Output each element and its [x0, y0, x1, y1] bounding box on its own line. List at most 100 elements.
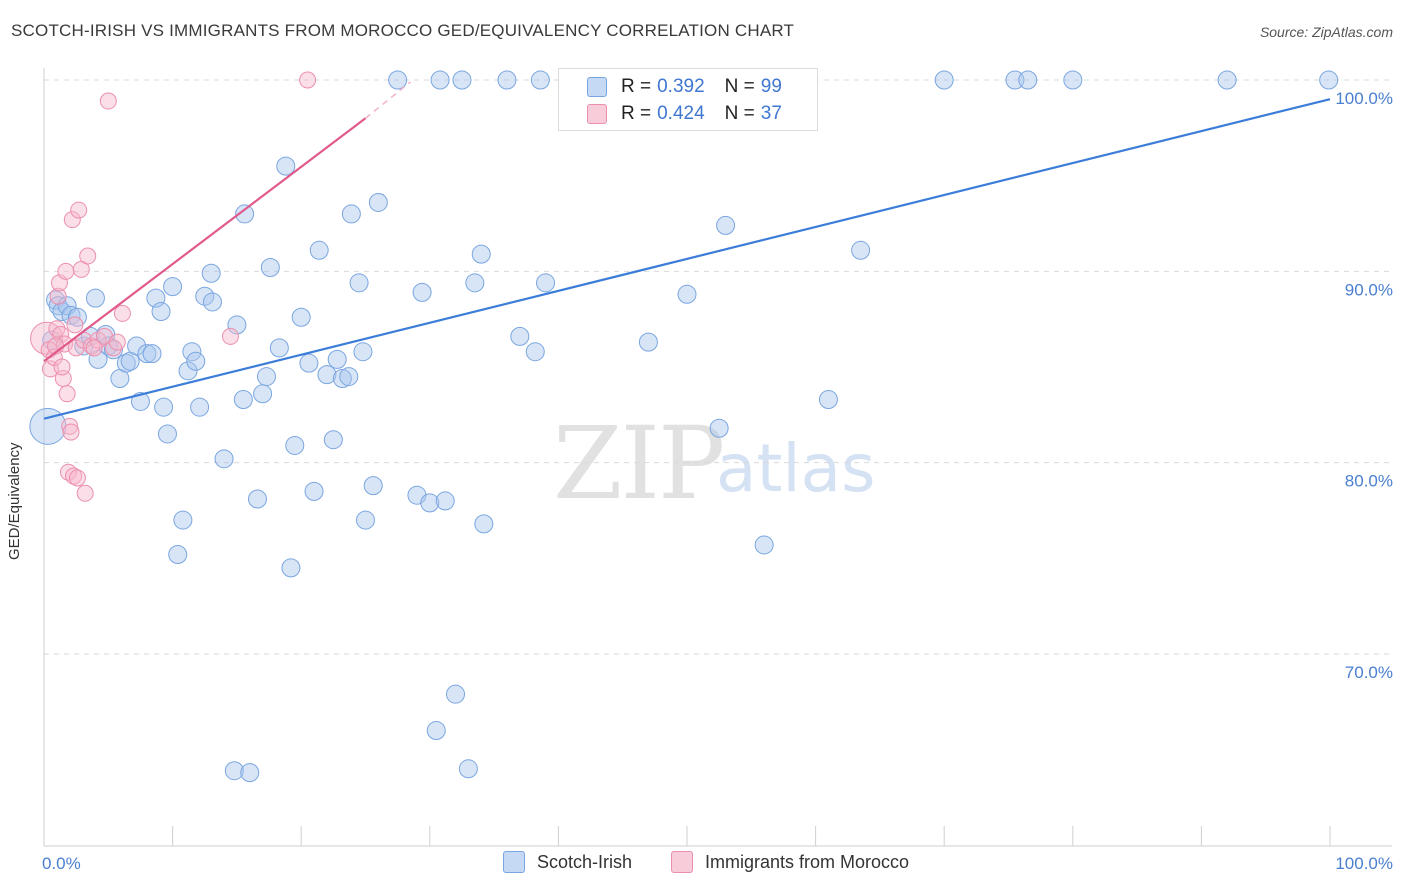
point-scotch-irish	[151, 302, 171, 322]
legend-n-label: N =	[724, 76, 755, 97]
y-tick-label: 90.0%	[1345, 280, 1393, 299]
watermark-atlas: atlas	[716, 430, 876, 507]
point-scotch-irish	[327, 349, 347, 369]
y-tick-label: 80.0%	[1345, 472, 1393, 491]
point-scotch-irish	[1063, 70, 1083, 90]
point-morocco	[57, 262, 75, 280]
point-scotch-irish	[332, 368, 352, 388]
chart-title: SCOTCH-IRISH VS IMMIGRANTS FROM MOROCCO …	[11, 21, 795, 40]
point-scotch-irish	[716, 215, 736, 235]
grid-lines	[44, 79, 1392, 655]
point-morocco	[61, 417, 79, 435]
point-scotch-irish	[497, 70, 517, 90]
point-scotch-irish	[157, 424, 177, 444]
point-morocco	[53, 358, 71, 376]
point-scotch-irish	[356, 510, 375, 530]
point-scotch-irish	[474, 514, 494, 534]
tick-labels: 70.0% 80.0% 90.0% 100.0% 0.0% 100.0%	[42, 89, 1393, 873]
legend-r-value: 0.392	[657, 76, 705, 97]
point-scotch-irish	[465, 273, 485, 293]
point-scotch-irish	[253, 384, 273, 404]
point-morocco	[76, 484, 94, 502]
point-scotch-irish	[341, 204, 361, 224]
point-scotch-irish	[178, 361, 198, 381]
point-scotch-irish	[291, 307, 311, 327]
legend-label-morocco: Immigrants from Morocco	[705, 851, 910, 872]
legend-label-scotch-irish: Scotch-Irish	[537, 851, 633, 872]
point-scotch-irish	[452, 70, 472, 90]
point-scotch-irish	[201, 263, 221, 283]
point-scotch-irish	[195, 286, 215, 306]
point-scotch-irish	[269, 338, 289, 358]
point-scotch-irish	[426, 721, 446, 741]
point-scotch-irish	[173, 510, 193, 530]
legend-n-value: 37	[760, 103, 782, 124]
point-scotch-irish	[299, 353, 319, 373]
trend-lines	[43, 81, 1331, 420]
point-scotch-irish	[281, 558, 301, 578]
point-scotch-irish	[851, 240, 871, 260]
point-scotch-irish	[1018, 70, 1038, 90]
point-morocco	[70, 201, 88, 219]
point-scotch-irish	[536, 273, 556, 293]
point-scotch-irish	[304, 481, 324, 501]
point-morocco	[299, 71, 317, 89]
point-scotch-irish	[182, 342, 202, 362]
point-morocco	[66, 316, 84, 334]
point-scotch-irish	[235, 204, 255, 224]
point-morocco	[63, 211, 81, 229]
point-scotch-irish	[224, 761, 244, 781]
point-scotch-irish	[256, 367, 276, 387]
point-scotch-irish	[530, 70, 550, 90]
legend-swatch-pink	[587, 104, 607, 124]
x-tick-label-min: 0.0%	[42, 854, 81, 873]
point-scotch-irish	[202, 292, 222, 312]
point-scotch-irish	[142, 344, 162, 364]
point-morocco	[79, 247, 97, 265]
legend-item-morocco[interactable]: Immigrants from Morocco	[671, 851, 909, 873]
trend-line-morocco	[43, 117, 367, 363]
legend-item-scotch-irish[interactable]: Scotch-Irish	[503, 851, 632, 873]
legend-r-label: R =	[621, 76, 652, 97]
legend-row-morocco: R = 0.424 N = 37	[559, 101, 782, 127]
point-scotch-irish	[412, 282, 432, 302]
point-morocco	[113, 304, 131, 322]
point-scotch-irish	[137, 344, 157, 364]
trend-line-morocco-extension	[365, 81, 411, 119]
legend-n-value: 99	[760, 76, 782, 97]
series-immigrants-from-morocco	[30, 71, 317, 502]
point-scotch-irish	[276, 156, 296, 176]
trend-line-scotch-irish	[43, 98, 1331, 420]
legend-r-label: R =	[621, 103, 652, 124]
point-morocco	[58, 385, 76, 403]
point-scotch-irish	[214, 449, 234, 469]
x-tick-label-max: 100.0%	[1335, 854, 1393, 873]
point-scotch-irish	[510, 326, 530, 346]
series-scotch-irish	[29, 70, 1339, 783]
point-scotch-irish	[186, 351, 206, 371]
point-scotch-irish	[240, 763, 260, 783]
point-scotch-irish	[309, 240, 329, 260]
point-morocco	[83, 337, 101, 355]
point-scotch-irish	[190, 397, 210, 417]
point-scotch-irish	[818, 390, 838, 410]
point-scotch-irish	[446, 684, 466, 704]
point-scotch-irish	[709, 418, 729, 438]
point-scotch-irish	[638, 332, 658, 352]
point-morocco	[68, 469, 86, 487]
point-morocco	[108, 333, 126, 351]
point-scotch-irish	[353, 342, 373, 362]
point-scotch-irish	[1319, 70, 1339, 90]
point-scotch-irish	[388, 70, 408, 90]
legend-swatch-pink	[671, 851, 693, 873]
point-scotch-irish	[754, 535, 774, 555]
point-scotch-irish	[677, 284, 697, 304]
point-scotch-irish	[85, 288, 105, 308]
point-scotch-irish	[934, 70, 954, 90]
point-scotch-irish	[349, 273, 369, 293]
point-scotch-irish	[525, 342, 545, 362]
legend-n-label: N =	[724, 103, 755, 124]
point-scotch-irish	[260, 258, 280, 278]
point-morocco	[221, 327, 239, 345]
point-scotch-irish	[233, 390, 253, 410]
